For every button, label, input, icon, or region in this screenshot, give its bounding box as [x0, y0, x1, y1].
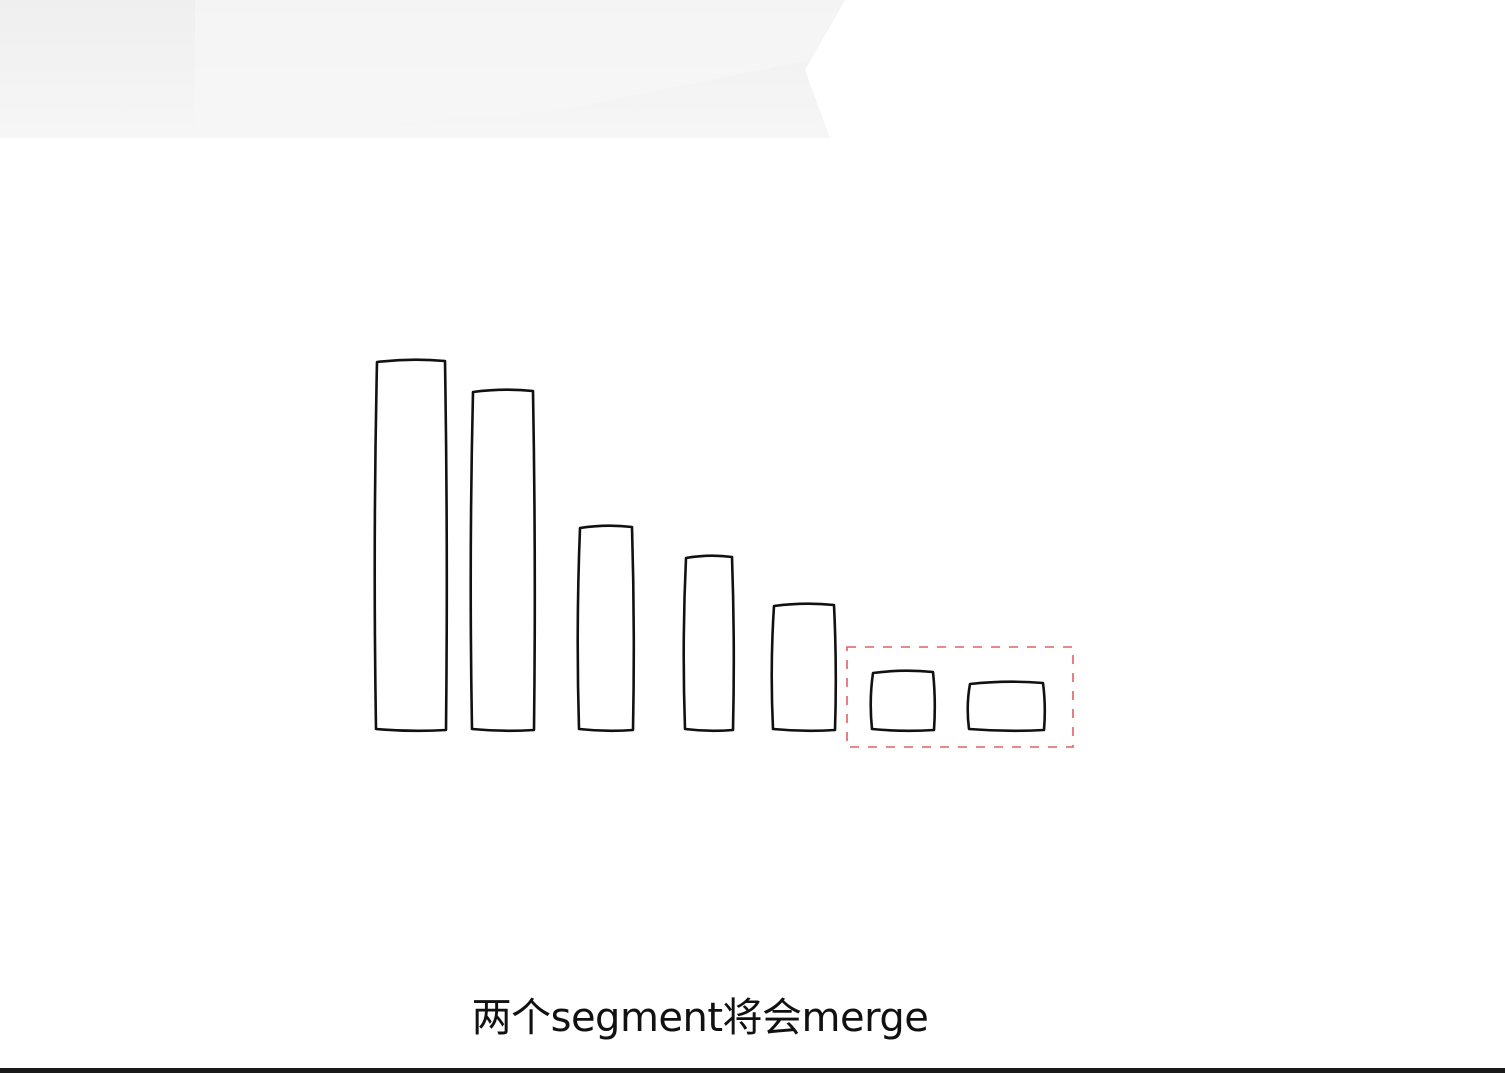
segment-4-bar: [682, 554, 736, 733]
segment-3-bar: [576, 524, 636, 733]
segment-bars: [373, 358, 1047, 733]
top-background-band: [0, 0, 845, 138]
merge-highlight-box: [846, 646, 1074, 748]
segment-1-bar: [373, 358, 449, 733]
segment-6-bar: [869, 669, 937, 733]
segment-2-bar: [469, 388, 537, 733]
bottom-divider: [0, 1068, 1505, 1073]
caption-text: 两个segment将会merge: [471, 995, 929, 1041]
segment-7-bar: [966, 680, 1047, 733]
segment-5-bar: [770, 602, 838, 733]
